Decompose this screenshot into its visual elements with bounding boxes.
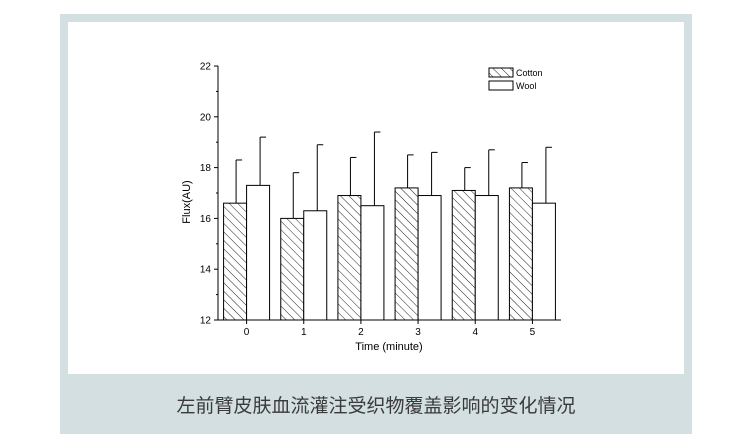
bar-cotton-1 [280, 217, 305, 321]
bar-wool-3 [417, 195, 442, 321]
x-axis-label: Time (minute) [355, 341, 422, 353]
y-axis-label: Flux(AU) [181, 180, 193, 223]
y-tick-label: 12 [200, 316, 212, 327]
y-tick-label: 16 [200, 214, 212, 225]
legend: Cotton Wool [488, 67, 543, 91]
bar-wool-5 [531, 202, 556, 321]
legend-swatch-wool [488, 80, 514, 91]
legend-label-cotton: Cotton [516, 68, 543, 78]
bar-wool-4 [474, 195, 499, 321]
x-tick-label: 4 [472, 327, 478, 338]
y-tick-label: 14 [200, 265, 212, 276]
bar-wool-2 [360, 205, 385, 321]
legend-label-wool: Wool [516, 81, 536, 91]
bar-wool-1 [303, 210, 328, 321]
bars [223, 131, 556, 321]
x-tick-label: 2 [358, 327, 364, 338]
bar-wool-0 [246, 184, 271, 321]
bar-cotton-5 [508, 187, 533, 321]
x-tick-label: 5 [530, 327, 536, 338]
y-tick-label: 18 [200, 163, 212, 174]
bar-cotton-4 [451, 189, 476, 321]
y-tick-label: 22 [200, 62, 212, 73]
legend-swatch-cotton [488, 67, 514, 78]
y-tick-label: 20 [200, 112, 212, 123]
x-tick-label: 0 [244, 327, 250, 338]
bar-cotton-0 [223, 202, 248, 321]
bar-cotton-3 [394, 187, 419, 321]
figure-caption: 左前臂皮肤血流灌注受织物覆盖影响的变化情况 [176, 394, 576, 417]
x-tick-label: 1 [301, 327, 307, 338]
x-tick-label: 3 [415, 327, 421, 338]
bar-cotton-2 [337, 195, 362, 321]
